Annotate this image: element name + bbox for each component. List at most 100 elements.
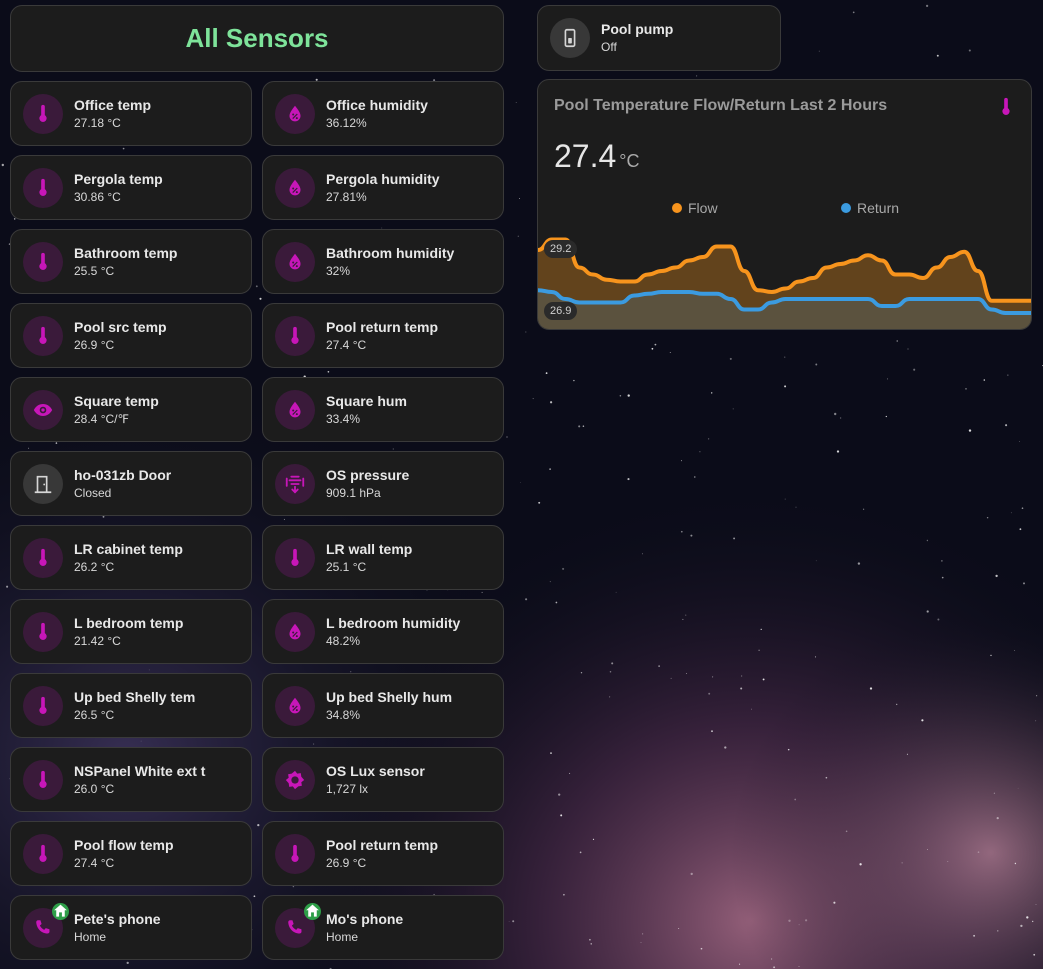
tile-state: 34.8% <box>326 707 361 722</box>
water-percent-icon <box>275 93 315 134</box>
water-percent-icon <box>275 611 315 652</box>
thermometer-icon <box>23 93 63 134</box>
tile-state: 909.1 hPa <box>326 485 381 500</box>
sensor-tile-os-lux-sensor[interactable]: OS Lux sensor 1,727 lx <box>262 747 504 812</box>
pool-pump-tile[interactable]: Pool pump Off <box>537 5 781 71</box>
tile-name: LR cabinet temp <box>74 540 183 557</box>
graph-current-value: 27.4 °C <box>554 138 639 175</box>
sensor-tile-l-bedroom-temp[interactable]: L bedroom temp 21.42 °C <box>10 599 252 664</box>
phone-icon <box>275 902 321 948</box>
water-percent-icon <box>275 241 315 282</box>
graph-value-number: 27.4 <box>554 138 617 174</box>
thermometer-icon <box>23 241 63 282</box>
sensor-tile-pool-return-temp[interactable]: Pool return temp 26.9 °C <box>262 821 504 886</box>
page-title: All Sensors <box>185 23 329 53</box>
graph-min-label: 26.9 <box>544 302 578 320</box>
thermometer-icon <box>23 537 63 578</box>
tile-name: Mo's phone <box>326 910 404 927</box>
tile-state: 36.12% <box>326 115 367 130</box>
sensor-tile-office-humidity[interactable]: Office humidity 36.12% <box>262 81 504 146</box>
tile-name: Pete's phone <box>74 910 161 927</box>
thermometer-icon <box>23 685 63 726</box>
sensor-tile-pergola-temp[interactable]: Pergola temp 30.86 °C <box>10 155 252 220</box>
tile-name: Square temp <box>74 392 159 409</box>
thermometer-icon <box>23 611 63 652</box>
sensor-tile-ho-031zb-door[interactable]: ho-031zb Door Closed <box>10 451 252 516</box>
tile-state: Home <box>326 929 359 944</box>
series-line-flow <box>538 237 1031 303</box>
tile-name: OS Lux sensor <box>326 762 425 779</box>
pool-pump-icon <box>550 18 590 58</box>
legend-label-return: Return <box>857 200 900 216</box>
graph-value-unit: °C <box>619 151 640 171</box>
sensor-tile-square-temp[interactable]: Square temp 28.4 °C/℉ <box>10 377 252 442</box>
legend-item-flow[interactable]: Flow <box>672 200 718 216</box>
graph-plot <box>538 237 1031 329</box>
sensor-tile-os-pressure[interactable]: OS pressure 909.1 hPa <box>262 451 504 516</box>
thermometer-icon <box>23 833 63 874</box>
tile-name: Pool return temp <box>326 836 439 853</box>
tile-name: Up bed Shelly tem <box>74 688 196 705</box>
sensor-tile-bathroom-humidity[interactable]: Bathroom humidity 32% <box>262 229 504 294</box>
tile-name: Pergola humidity <box>326 170 440 187</box>
legend-label-flow: Flow <box>688 200 718 216</box>
tile-state: 32% <box>326 263 351 278</box>
thermometer-icon <box>275 315 315 356</box>
sensor-tile-up-bed-shelly-hum[interactable]: Up bed Shelly hum 34.8% <box>262 673 504 738</box>
tile-name: Bathroom temp <box>74 244 178 261</box>
tile-name: NSPanel White ext t <box>74 762 206 779</box>
tile-state: Home <box>74 929 107 944</box>
tile-state: Off <box>601 40 617 54</box>
sensor-tile-mo-s-phone[interactable]: Mo's phone Home <box>262 895 504 960</box>
tile-name: OS pressure <box>326 466 410 483</box>
home-badge-icon <box>304 902 321 920</box>
tile-name: L bedroom temp <box>74 614 184 631</box>
tile-state: 27.81% <box>326 189 367 204</box>
pool-temperature-graph-card[interactable]: Pool Temperature Flow/Return Last 2 Hour… <box>537 79 1032 330</box>
legend-dot-return <box>841 203 851 213</box>
water-percent-icon <box>275 685 315 726</box>
sensor-tile-lr-wall-temp[interactable]: LR wall temp 25.1 °C <box>262 525 504 590</box>
tile-name: Up bed Shelly hum <box>326 688 453 705</box>
tile-name: Pool pump <box>601 21 674 37</box>
tile-name: Pool return temp <box>326 318 439 335</box>
tile-state: 21.42 °C <box>74 633 121 648</box>
sensor-tile-pergola-humidity[interactable]: Pergola humidity 27.81% <box>262 155 504 220</box>
thermometer-icon <box>23 759 63 800</box>
phone-icon <box>23 902 69 948</box>
tile-state: 26.2 °C <box>74 559 115 574</box>
tile-state: 48.2% <box>326 633 361 648</box>
sensor-tile-lr-cabinet-temp[interactable]: LR cabinet temp 26.2 °C <box>10 525 252 590</box>
tile-state: 28.4 °C/℉ <box>74 411 129 426</box>
series-area-flow <box>538 239 1031 329</box>
tile-state: 25.1 °C <box>326 559 367 574</box>
legend-item-return[interactable]: Return <box>841 200 899 216</box>
tile-state: 26.0 °C <box>74 781 115 796</box>
thermometer-icon <box>275 833 315 874</box>
tile-state: 25.5 °C <box>74 263 115 278</box>
tile-name: Pool src temp <box>74 318 167 335</box>
sensor-tile-nspanel-white-ext-t[interactable]: NSPanel White ext t 26.0 °C <box>10 747 252 812</box>
sensor-tile-bathroom-temp[interactable]: Bathroom temp 25.5 °C <box>10 229 252 294</box>
tile-name: Office humidity <box>326 96 428 113</box>
water-percent-icon <box>275 167 315 208</box>
sensor-tile-up-bed-shelly-tem[interactable]: Up bed Shelly tem 26.5 °C <box>10 673 252 738</box>
tile-state: 1,727 lx <box>326 781 369 796</box>
sensor-tile-l-bedroom-humidity[interactable]: L bedroom humidity 48.2% <box>262 599 504 664</box>
graph-title: Pool Temperature Flow/Return Last 2 Hour… <box>554 97 888 114</box>
thermometer-icon <box>23 167 63 208</box>
tile-state: Closed <box>74 485 112 500</box>
tile-state: 33.4% <box>326 411 361 426</box>
tile-name: Pool flow temp <box>74 836 174 853</box>
sensor-tile-pool-return-temp[interactable]: Pool return temp 27.4 °C <box>262 303 504 368</box>
sensor-tile-pete-s-phone[interactable]: Pete's phone Home <box>10 895 252 960</box>
legend-dot-flow <box>672 203 682 213</box>
brightness-icon <box>275 759 315 800</box>
sensor-tile-square-hum[interactable]: Square hum 33.4% <box>262 377 504 442</box>
eye-icon <box>23 389 63 430</box>
sensor-tile-pool-src-temp[interactable]: Pool src temp 26.9 °C <box>10 303 252 368</box>
sensor-tile-office-temp[interactable]: Office temp 27.18 °C <box>10 81 252 146</box>
sensor-tile-pool-flow-temp[interactable]: Pool flow temp 27.4 °C <box>10 821 252 886</box>
home-badge-icon <box>52 902 69 920</box>
tile-state: 27.4 °C <box>74 855 115 870</box>
